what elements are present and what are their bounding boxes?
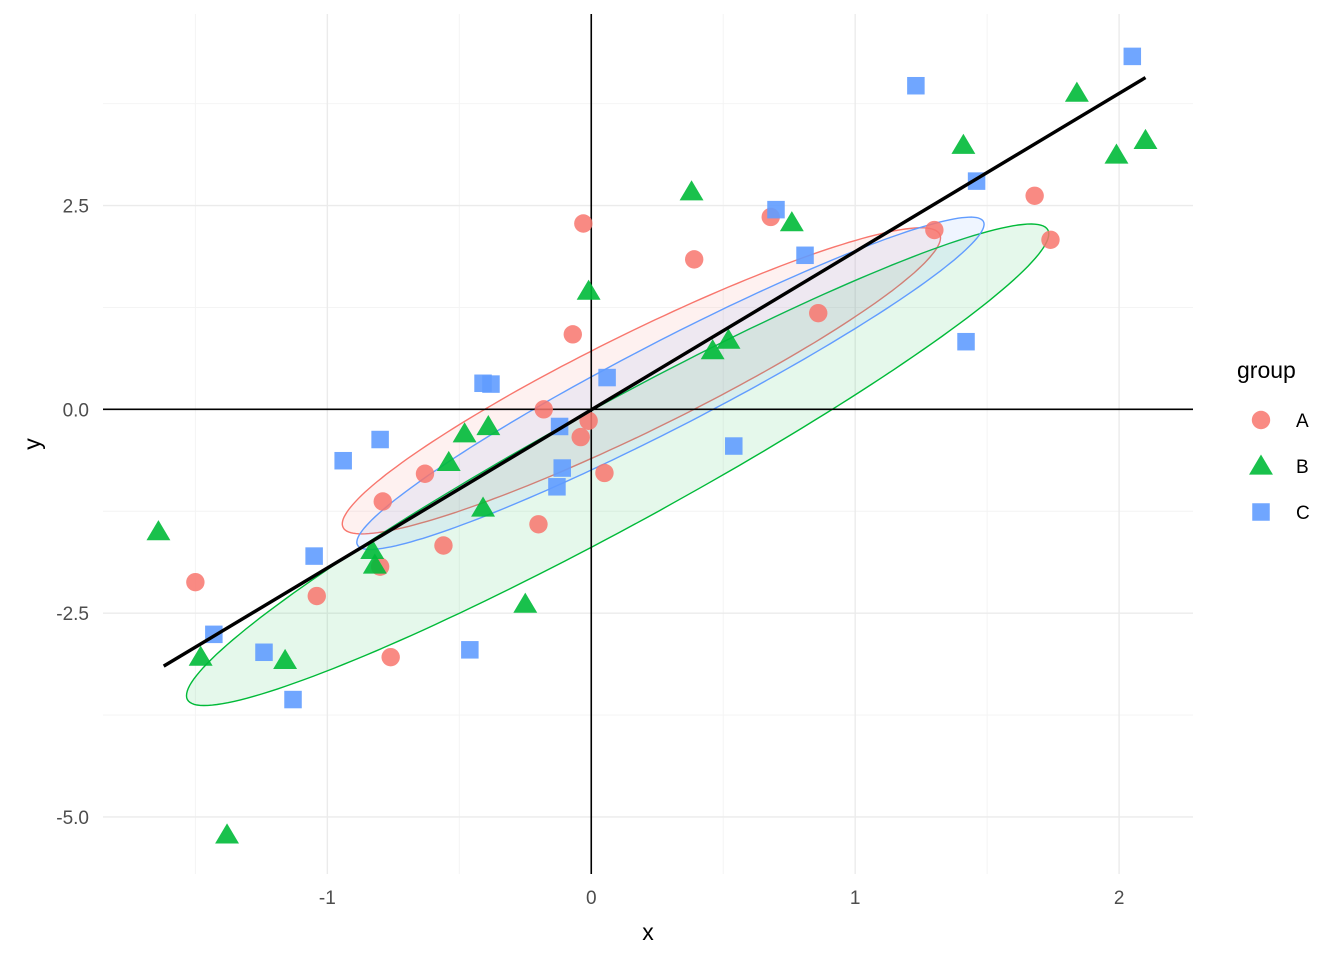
regression-line <box>162 76 1147 668</box>
reference-lines <box>103 14 1193 874</box>
point-b <box>576 279 601 300</box>
legend-label-a: A <box>1296 411 1309 432</box>
y-tick-label: 0.0 <box>63 400 89 421</box>
x-tick-label: 0 <box>586 888 597 909</box>
point-a <box>563 325 582 344</box>
legend-key-c <box>1252 503 1270 521</box>
point-a <box>574 214 593 233</box>
point-a <box>571 427 590 447</box>
minor-gridlines <box>103 14 1193 874</box>
point-b <box>360 538 385 560</box>
point-b <box>679 180 704 201</box>
point-c <box>482 375 500 393</box>
point-c <box>334 451 352 470</box>
point-b <box>513 592 538 613</box>
point-c <box>796 246 814 265</box>
point-b <box>716 328 741 349</box>
legend-key-b <box>1249 454 1273 475</box>
point-c <box>725 437 743 455</box>
point-c <box>1123 47 1142 66</box>
point-b <box>188 645 213 666</box>
point-b <box>476 414 501 436</box>
point-a <box>595 463 614 483</box>
ellipse-b <box>185 223 1050 707</box>
legend-label-b: B <box>1296 457 1309 478</box>
point-a <box>534 400 553 419</box>
legend-key-a <box>1251 410 1271 430</box>
point-c <box>548 478 566 496</box>
point-a <box>925 220 944 240</box>
x-tick-label: 1 <box>850 888 861 909</box>
legend-title: group <box>1237 357 1296 383</box>
point-a <box>186 572 205 592</box>
x-axis-title: x <box>642 919 654 945</box>
point-c <box>284 690 302 709</box>
point-a <box>1025 186 1044 205</box>
point-b <box>452 422 477 443</box>
x-tick-label: -1 <box>319 888 336 909</box>
point-c <box>907 76 925 95</box>
confidence-ellipses <box>185 216 1050 707</box>
point-a <box>1041 230 1060 250</box>
regression-line-group <box>162 76 1147 668</box>
y-tick-labels: -5.0 -2.5 0.0 2.5 <box>56 197 89 829</box>
point-b <box>700 339 725 360</box>
point-a <box>809 303 828 323</box>
point-b <box>779 211 804 232</box>
point-b <box>362 553 387 574</box>
point-c <box>461 641 479 659</box>
point-b <box>215 823 240 844</box>
y-tick-label: -5.0 <box>56 808 89 829</box>
legend-label-c: C <box>1296 503 1310 524</box>
point-c <box>305 547 323 565</box>
point-c <box>553 459 571 477</box>
legend: group A B C <box>1237 357 1310 524</box>
point-b <box>1064 81 1089 102</box>
point-b <box>471 496 496 517</box>
point-a <box>415 464 435 483</box>
point-a <box>684 250 704 269</box>
point-c <box>767 200 785 219</box>
point-a <box>373 492 392 511</box>
point-b <box>146 520 171 541</box>
x-tick-label: 2 <box>1114 888 1125 909</box>
point-c <box>957 332 975 351</box>
point-a <box>434 536 453 555</box>
y-tick-label: -2.5 <box>56 604 89 625</box>
point-a <box>579 411 598 430</box>
x-tick-labels: -1 0 1 2 <box>319 888 1125 909</box>
point-c <box>255 643 273 662</box>
ellipse-c <box>356 216 985 551</box>
point-c <box>598 368 616 387</box>
y-axis-title: y <box>19 438 45 450</box>
point-b <box>1104 143 1129 164</box>
point-c <box>371 430 389 449</box>
point-a <box>529 515 548 534</box>
point-b <box>951 133 976 154</box>
point-a <box>307 586 326 606</box>
point-a <box>381 647 400 667</box>
y-tick-label: 2.5 <box>63 197 89 218</box>
point-b <box>436 450 461 471</box>
point-b <box>1133 128 1158 149</box>
point-b <box>273 648 298 670</box>
